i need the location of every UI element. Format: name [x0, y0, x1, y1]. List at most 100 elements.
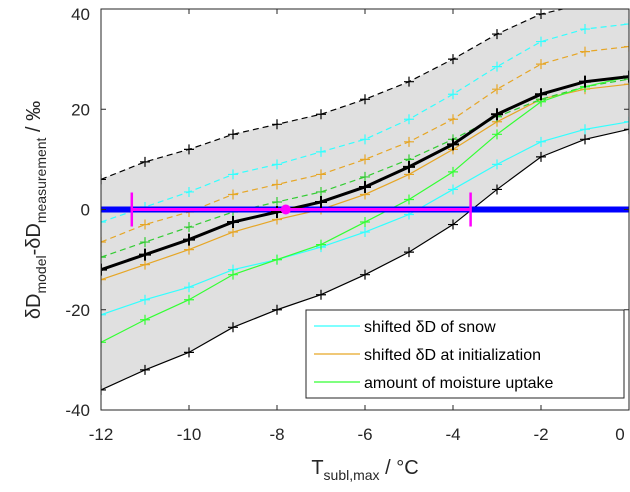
series-3-marker	[448, 184, 458, 195]
central-series-marker	[535, 88, 547, 101]
x-tick-label: -8	[269, 425, 284, 444]
y-tick-label: -20	[65, 301, 90, 320]
y-label-mid: -δD	[23, 223, 45, 255]
y-tick-label: 40	[71, 5, 90, 24]
series-1-marker	[272, 304, 282, 315]
series-2-marker	[448, 89, 458, 100]
series-0-marker	[272, 119, 282, 130]
series-1-marker	[228, 322, 238, 333]
x-tick-label: -2	[533, 425, 548, 444]
x-tick-label: 0	[615, 425, 624, 444]
series-1-marker	[140, 364, 150, 375]
y-label-unit: / ‰	[23, 101, 45, 138]
x-tick-label: -12	[89, 425, 114, 444]
series-4-marker	[272, 179, 282, 190]
series-0-marker	[184, 144, 194, 155]
x-label-sub: subl,max	[324, 467, 380, 483]
series-3	[101, 116, 629, 320]
series-4-marker	[448, 114, 458, 125]
series-5-marker	[228, 227, 238, 238]
series-2-marker	[580, 24, 590, 35]
legend-label-initialization: shifted δD at initialization	[364, 347, 541, 364]
range-center-point	[280, 204, 291, 215]
series-5-marker	[624, 79, 629, 90]
series-3-marker	[360, 227, 370, 238]
y-axis-label: δDmodel-δDmeasurement / ‰	[23, 101, 49, 319]
series-6-marker	[184, 222, 194, 233]
series-4-marker	[492, 84, 502, 95]
series-3-marker	[184, 282, 194, 293]
series-2-marker	[492, 61, 502, 72]
central-series-marker	[101, 263, 107, 276]
series-4-marker	[580, 46, 590, 57]
series-7-marker	[448, 166, 458, 177]
y-tick-label: -40	[65, 401, 90, 420]
y-tick-label: 20	[71, 100, 90, 119]
series-0-marker	[101, 174, 106, 185]
series-0-marker	[404, 76, 414, 87]
series-3-marker	[580, 124, 590, 135]
series-1-marker	[184, 347, 194, 358]
series-6-marker	[101, 252, 106, 263]
series-2	[101, 19, 629, 228]
series-3-marker	[140, 294, 150, 305]
central-series	[101, 70, 629, 276]
central-series-marker	[183, 233, 195, 246]
series-7-marker	[360, 217, 370, 228]
central-series-marker	[359, 180, 371, 193]
series-6-marker	[140, 237, 150, 248]
y-label-s1: model	[33, 255, 49, 293]
series-1-marker	[316, 289, 326, 300]
series-3-marker	[101, 309, 106, 320]
series-4-marker	[404, 136, 414, 147]
series-4-marker	[101, 237, 106, 248]
series-2-marker	[360, 134, 370, 145]
series-2-marker	[101, 217, 106, 228]
series-3-marker	[536, 136, 546, 147]
central-series-marker	[579, 75, 591, 88]
series-2-marker	[272, 159, 282, 170]
central-series-marker	[447, 138, 459, 151]
legend-label-moisture: amount of moisture uptake	[364, 375, 554, 392]
x-label-main: T	[311, 457, 323, 479]
x-tick-label: -4	[445, 425, 460, 444]
envelope-area	[101, 9, 629, 390]
series-2-marker	[316, 146, 326, 157]
central-series-marker	[227, 216, 239, 229]
series-7-marker	[101, 337, 106, 348]
series-1-marker	[360, 269, 370, 280]
series-0-marker	[448, 54, 458, 65]
series-7-marker	[184, 294, 194, 305]
series-3-marker	[624, 116, 629, 127]
central-series-marker	[623, 70, 629, 83]
legend: shifted δD of snow shifted δD at initial…	[305, 309, 625, 399]
y-label-d1: δD	[23, 294, 45, 320]
series-4-marker	[316, 169, 326, 180]
central-series-marker	[139, 248, 151, 261]
series-4-marker	[624, 41, 629, 52]
central-series-marker	[403, 160, 415, 173]
y-tick-label: 0	[81, 201, 90, 220]
series-2-marker	[404, 114, 414, 125]
series-1-marker	[624, 124, 629, 135]
x-tick-label: -6	[357, 425, 372, 444]
central-series-marker	[491, 108, 503, 121]
series-7-marker	[228, 269, 238, 280]
series-0-marker	[580, 0, 590, 9]
series-6-marker	[316, 186, 326, 197]
series-6-marker	[272, 196, 282, 207]
series-0	[101, 0, 590, 185]
series-0-marker	[228, 129, 238, 140]
series-1-marker	[580, 134, 590, 145]
y-label-s2: measurement	[33, 137, 49, 223]
series-7-marker	[492, 129, 502, 140]
series-1-marker	[101, 384, 106, 395]
series-1-marker	[448, 219, 458, 230]
series-4-marker	[228, 189, 238, 200]
series-4-marker	[536, 59, 546, 70]
series-1	[101, 124, 629, 395]
series-4-marker	[140, 219, 150, 230]
series-2-marker	[536, 36, 546, 47]
